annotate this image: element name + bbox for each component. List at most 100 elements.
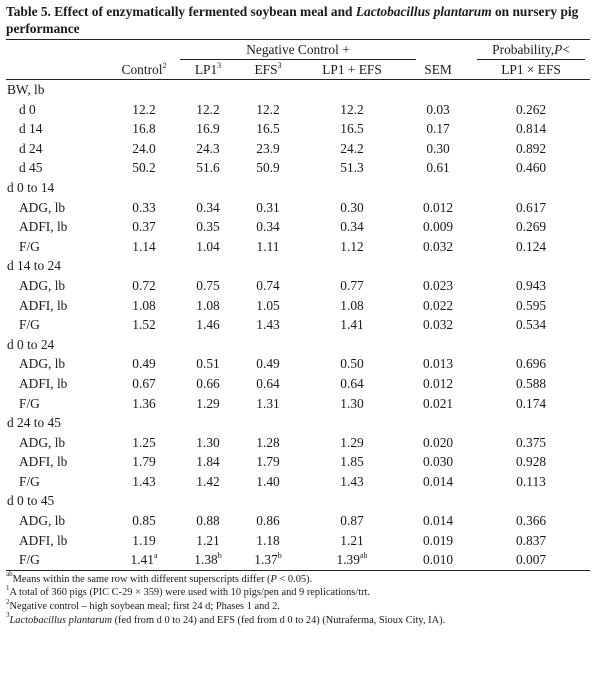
group-label: BW, lb [7,82,45,97]
table-cell: 16.9 [196,121,220,137]
column-header-efs: EFS3 [236,60,300,80]
table-cell: 0.023 [422,277,454,293]
table-cell: 1.04 [196,238,220,254]
table-cell: 1.39ab [336,550,368,568]
group-row: d 0 to 24 [6,335,590,355]
table-cell: 0.534 [515,317,547,333]
table-cell: 0.696 [515,356,547,372]
table-cell: 23.9 [256,140,280,156]
table-cell: 0.892 [515,140,547,156]
table-cell: 1.84 [196,454,220,470]
header-row-2: Control2 LP13 EFS3 LP1 + EFS SEM LP1 × E… [6,60,591,80]
superscript: a [153,550,158,560]
table-cell: 0.617 [515,199,547,215]
table-row: d 0 12.2 12.2 12.2 12.2 0.03 0.262 [6,100,590,120]
table-cell: 0.17 [426,121,450,137]
table-cell: 0.67 [132,375,156,391]
table-cell: 1.05 [256,297,280,313]
group-row: BW, lb [6,80,590,100]
table-cell: 0.34 [196,199,220,215]
table-row: ADFI, lb 0.67 0.66 0.64 0.64 0.012 0.588 [6,374,590,394]
table-cell: 0.032 [422,238,454,254]
row-label: ADG, lb [19,199,66,215]
table-cell: 1.19 [132,532,156,548]
column-header-control: Control2 [108,60,180,80]
table-cell: 1.36 [132,395,156,411]
table-cell: 0.75 [196,277,220,293]
performance-table: Negative Control + Probability, P < Cont… [6,39,591,571]
table-cell: 16.5 [256,121,280,137]
table-cell: 1.41a [130,550,158,568]
table-row: F/G 1.43 1.42 1.40 1.43 0.014 0.113 [6,472,590,492]
footnote-ab: abMeans within the same row with differe… [6,570,313,585]
table-cell: 1.12 [340,238,364,254]
table-cell: 1.42 [196,473,220,489]
table-cell: 0.020 [422,434,454,450]
table-cell: 0.34 [340,219,364,235]
table-cell: 12.2 [132,101,156,117]
title-text: Table 5. Effect of enzymatically ferment… [6,4,356,19]
table-cell: 0.366 [515,513,547,529]
table-cell: 51.3 [340,160,364,176]
table-cell: 1.41 [340,317,364,333]
table-cell: 1.40 [256,473,280,489]
table-row: d 45 50.2 51.6 50.9 51.3 0.61 0.460 [6,158,590,178]
table-cell: 1.25 [132,434,156,450]
table-cell: 1.11 [256,238,280,254]
table-cell: 12.2 [340,101,364,117]
table-cell: 50.9 [256,160,280,176]
table-row: ADG, lb 0.85 0.88 0.86 0.87 0.014 0.366 [6,511,590,531]
footnote-3: 3Lactobacillus plantarum (fed from d 0 t… [6,611,446,626]
row-label: ADG, lb [19,277,66,293]
group-label: d 14 to 24 [7,258,61,274]
title-text-end: on nursery pig performance [6,4,579,36]
table-cell: 0.50 [340,356,364,372]
table-row: ADG, lb 0.49 0.51 0.49 0.50 0.013 0.696 [6,354,590,374]
row-label: ADFI, lb [19,375,68,391]
table-cell: 1.43 [340,473,364,489]
table-cell: 0.928 [515,454,547,470]
table-cell: 0.113 [516,473,546,489]
table-cell: 0.64 [256,375,280,391]
table-cell: 0.35 [196,219,220,235]
table-cell: 1.08 [132,297,156,313]
superscript: ab [359,550,368,560]
table-cell: 1.31 [256,395,280,411]
table-cell: 0.013 [422,356,454,372]
row-label: d 45 [19,160,43,176]
row-label: ADG, lb [19,356,66,372]
table-cell: 0.33 [132,199,156,215]
table-title: Table 5. Effect of enzymatically ferment… [6,3,594,37]
table-row: F/G 1.14 1.04 1.11 1.12 0.032 0.124 [6,237,590,257]
table-cell: 51.6 [196,160,220,176]
table-cell: 0.375 [515,434,547,450]
table-cell: 1.30 [196,434,220,450]
superscript: b [277,550,282,560]
row-label: d 24 [19,140,43,156]
table-cell: 24.0 [132,140,156,156]
group-label: d 0 to 14 [7,179,55,195]
column-header-interaction: LP1 × EFS [472,60,591,80]
table-cell: 0.837 [515,532,547,548]
table-cell: 24.2 [340,140,364,156]
table-row: d 24 24.0 24.3 23.9 24.2 0.30 0.892 [6,139,590,159]
table-row: ADFI, lb 1.19 1.21 1.18 1.21 0.019 0.837 [6,531,590,551]
row-label: ADFI, lb [19,532,68,548]
table-cell: 0.87 [340,513,364,529]
footnote-1: 1A total of 360 pigs (PIC C-29 × 359) we… [6,583,371,599]
table-row: ADG, lb 0.33 0.34 0.31 0.30 0.012 0.617 [6,198,590,218]
table-cell: 0.022 [422,297,454,313]
row-label: F/G [19,317,40,333]
row-label: F/G [19,395,40,411]
table-cell: 1.21 [340,532,364,548]
table-cell: 0.34 [256,219,280,235]
group-label: d 0 to 45 [7,493,55,509]
table-cell: 0.72 [132,277,156,293]
table-cell: 0.85 [132,513,156,529]
table-cell: 1.14 [132,238,156,254]
table-cell: 1.18 [256,532,280,548]
negative-control-header: Negative Control + [180,40,416,60]
group-row: d 0 to 45 [6,491,590,511]
row-label: ADFI, lb [19,454,68,470]
table-cell: 0.012 [422,375,454,391]
